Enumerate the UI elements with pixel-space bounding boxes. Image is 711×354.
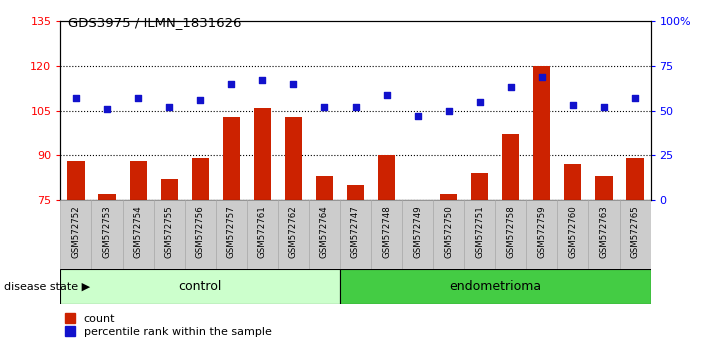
Bar xyxy=(161,179,178,200)
Bar xyxy=(122,200,154,269)
Bar xyxy=(496,200,526,269)
Text: GDS3975 / ILMN_1831626: GDS3975 / ILMN_1831626 xyxy=(68,16,241,29)
Bar xyxy=(533,66,550,200)
Bar xyxy=(433,200,464,269)
Bar xyxy=(371,200,402,269)
Bar xyxy=(68,161,85,200)
Point xyxy=(536,74,547,80)
Bar xyxy=(557,200,589,269)
Text: GSM572750: GSM572750 xyxy=(444,206,453,258)
Bar xyxy=(60,200,92,269)
Bar xyxy=(278,200,309,269)
Bar xyxy=(92,200,122,269)
Bar xyxy=(185,200,215,269)
Point xyxy=(132,95,144,101)
Bar xyxy=(402,200,433,269)
Bar xyxy=(99,194,116,200)
Bar xyxy=(340,200,371,269)
Text: GSM572761: GSM572761 xyxy=(258,206,267,258)
Text: GSM572758: GSM572758 xyxy=(506,206,515,258)
Text: GSM572763: GSM572763 xyxy=(599,206,609,258)
Bar xyxy=(471,173,488,200)
Bar xyxy=(626,158,643,200)
Text: GSM572749: GSM572749 xyxy=(413,206,422,258)
Text: GSM572757: GSM572757 xyxy=(227,206,236,258)
Text: GSM572759: GSM572759 xyxy=(538,206,546,258)
Text: GSM572760: GSM572760 xyxy=(568,206,577,258)
Text: disease state ▶: disease state ▶ xyxy=(4,282,90,292)
Point xyxy=(164,104,175,110)
Point xyxy=(567,102,579,108)
Point xyxy=(443,108,454,113)
Bar xyxy=(129,161,146,200)
Bar xyxy=(526,200,557,269)
Text: GSM572764: GSM572764 xyxy=(320,206,329,258)
Text: GSM572754: GSM572754 xyxy=(134,206,143,258)
Point xyxy=(225,81,237,87)
Bar xyxy=(347,185,364,200)
Text: GSM572762: GSM572762 xyxy=(289,206,298,258)
Bar xyxy=(565,164,582,200)
Bar xyxy=(192,158,209,200)
Text: GSM572756: GSM572756 xyxy=(196,206,205,258)
Bar xyxy=(378,155,395,200)
Bar xyxy=(285,116,302,200)
Point xyxy=(505,85,516,90)
Point xyxy=(629,95,641,101)
Point xyxy=(350,104,361,110)
Bar xyxy=(223,116,240,200)
Bar xyxy=(340,269,651,304)
Text: GSM572748: GSM572748 xyxy=(382,206,391,258)
Text: GSM572755: GSM572755 xyxy=(165,206,173,258)
Bar xyxy=(440,194,457,200)
Point xyxy=(102,106,113,112)
Text: control: control xyxy=(178,280,222,293)
Bar xyxy=(215,200,247,269)
Legend: count, percentile rank within the sample: count, percentile rank within the sample xyxy=(66,314,272,337)
Point xyxy=(412,113,423,119)
Bar xyxy=(247,200,278,269)
Point xyxy=(381,92,392,97)
Bar xyxy=(502,135,519,200)
Bar xyxy=(154,200,185,269)
Point xyxy=(474,99,486,104)
Bar xyxy=(316,176,333,200)
Bar xyxy=(60,269,340,304)
Text: GSM572765: GSM572765 xyxy=(631,206,639,258)
Point xyxy=(195,97,206,103)
Point xyxy=(288,81,299,87)
Point xyxy=(319,104,330,110)
Bar xyxy=(254,108,271,200)
Point xyxy=(70,95,82,101)
Text: endometrioma: endometrioma xyxy=(449,280,541,293)
Text: GSM572751: GSM572751 xyxy=(475,206,484,258)
Text: GSM572752: GSM572752 xyxy=(72,206,80,258)
Text: GSM572753: GSM572753 xyxy=(102,206,112,258)
Bar xyxy=(619,200,651,269)
Point xyxy=(598,104,609,110)
Bar xyxy=(309,200,340,269)
Text: GSM572747: GSM572747 xyxy=(351,206,360,258)
Bar xyxy=(589,200,619,269)
Point xyxy=(257,78,268,83)
Bar xyxy=(464,200,496,269)
Bar xyxy=(595,176,612,200)
